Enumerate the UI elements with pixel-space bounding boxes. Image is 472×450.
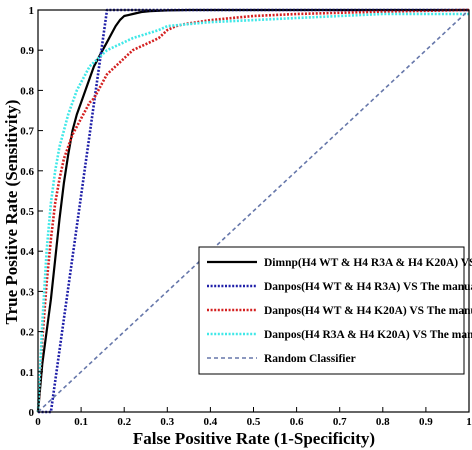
x-tick-label: 0.5 <box>247 416 261 428</box>
legend: Dimnp(H4 WT & H4 R3A & H4 K20A) VS The m… <box>198 246 472 375</box>
y-tick-label: 0.7 <box>20 126 34 138</box>
legend-entry-4: Random Classifier <box>264 353 356 365</box>
y-tick-label: 0.8 <box>20 85 34 97</box>
legend-entry-0: Dimnp(H4 WT & H4 R3A & H4 K20A) VS The m… <box>264 257 472 269</box>
y-tick-label: 0.6 <box>20 166 34 178</box>
y-tick-label: 0.1 <box>20 367 34 379</box>
series-line-4 <box>37 9 470 413</box>
x-tick-label: 0.9 <box>419 416 433 428</box>
x-tick-label: 0 <box>35 416 41 428</box>
axes-layer: 0 0.1 0.2 0.3 0.4 0.5 0.6 0.7 0.8 0.9 1 0 0.1 0.2 0.3 0… <box>20 5 472 428</box>
y-tick-label: 0.9 <box>20 45 34 57</box>
legend-entry-1: Danpos(H4 WT & H4 R3A) VS The manual <box>264 281 472 293</box>
y-tick-label: 0 <box>29 407 35 419</box>
x-tick-label: 0.4 <box>204 416 218 428</box>
y-tick-label: 0.4 <box>20 246 34 258</box>
x-tick-label: 0.2 <box>117 416 131 428</box>
legend-entry-3: Danpos(H4 R3A & H4 K20A) VS The manual <box>264 329 472 341</box>
y-tick-label: 0.2 <box>20 327 34 339</box>
x-tick-label: 0.8 <box>376 416 390 428</box>
series-line-2 <box>36 8 470 413</box>
y-tick-label: 0.5 <box>20 206 34 218</box>
y-tick-label: 1 <box>29 5 35 17</box>
y-tick-label: 0.3 <box>20 286 34 298</box>
x-tick-label: 0.1 <box>74 416 88 428</box>
x-tick-label: 0.7 <box>333 416 347 428</box>
x-tick-label: 0.6 <box>290 416 304 428</box>
y-axis-title: True Positive Rate (Sensitivity) <box>2 100 21 325</box>
legend-entry-2: Danpos(H4 WT & H4 K20A) VS The manual <box>264 305 472 317</box>
x-tick-label: 0.3 <box>160 416 174 428</box>
x-tick-label: 1 <box>466 416 472 428</box>
x-axis-title: False Positive Rate (1-Specificity) <box>133 429 375 448</box>
